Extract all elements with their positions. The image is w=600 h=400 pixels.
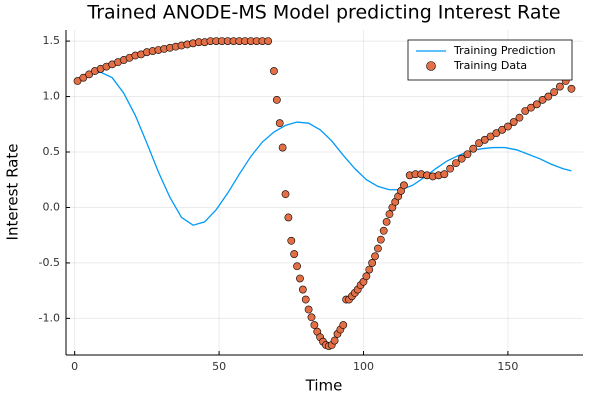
data-point	[310, 321, 319, 329]
data-point	[567, 84, 576, 93]
data-point	[272, 95, 281, 104]
data-point	[287, 236, 296, 245]
data-point	[362, 272, 371, 281]
data-point	[301, 295, 310, 304]
data-point	[278, 143, 287, 152]
data-point	[452, 159, 460, 168]
data-point	[365, 265, 374, 274]
data-point	[521, 107, 530, 115]
prediction-line	[77, 71, 572, 226]
data-point	[469, 144, 478, 153]
data-point	[400, 181, 408, 190]
data-point	[480, 135, 489, 144]
data-point	[275, 119, 284, 128]
data-point	[270, 67, 278, 75]
data-point	[304, 305, 313, 314]
x-axis-label: Time	[305, 377, 343, 395]
data-point	[515, 113, 524, 122]
data-point	[379, 226, 388, 235]
data-point	[544, 92, 553, 101]
data-point	[368, 259, 377, 267]
data-point	[498, 125, 507, 134]
data-point	[85, 70, 94, 79]
data-point	[457, 154, 466, 163]
data-point	[376, 235, 385, 244]
chart-title: Trained ANODE-MS Model predicting Intere…	[86, 2, 560, 24]
y-axis-label: Interest Rate	[4, 144, 22, 241]
legend-label: Training Data	[453, 59, 527, 72]
data-point	[382, 217, 391, 226]
data-point	[440, 170, 449, 179]
legend-label: Training Prediction	[453, 44, 556, 57]
x-tick-label: 150	[497, 360, 518, 373]
data-point	[504, 122, 512, 131]
data-point	[385, 210, 394, 219]
data-point	[290, 250, 299, 258]
data-point	[339, 321, 348, 329]
data-point	[527, 103, 535, 112]
data-point	[307, 313, 316, 322]
data-point	[486, 132, 495, 141]
data-point	[371, 252, 379, 261]
y-tick-label: 0.5	[43, 145, 61, 158]
x-tick-label: 50	[212, 360, 226, 373]
data-point	[538, 95, 547, 104]
data-point	[264, 37, 273, 45]
y-tick-label: -1.0	[39, 311, 60, 324]
data-point	[446, 164, 455, 173]
data-point	[550, 88, 559, 97]
data-point	[555, 82, 564, 91]
data-point	[475, 139, 483, 148]
data-point	[492, 129, 501, 138]
data-point	[296, 274, 304, 283]
y-tick-label: 1.5	[43, 34, 61, 47]
data-point	[374, 244, 382, 253]
x-tick-label: 100	[353, 360, 374, 373]
data-point	[298, 285, 307, 294]
data-point	[281, 190, 290, 199]
data-point	[532, 100, 541, 109]
y-tick-label: -0.5	[39, 256, 60, 269]
legend-marker	[426, 61, 436, 71]
data-point	[509, 118, 518, 126]
data-point	[73, 77, 82, 85]
x-tick-label: 0	[71, 360, 78, 373]
y-tick-label: 1.0	[43, 90, 61, 103]
data-point	[463, 150, 472, 159]
data-point	[284, 213, 293, 222]
data-point	[330, 336, 339, 345]
data-point	[79, 73, 88, 82]
y-tick-label: 0.0	[43, 200, 61, 213]
data-point	[293, 262, 301, 271]
legend-box	[407, 39, 573, 81]
